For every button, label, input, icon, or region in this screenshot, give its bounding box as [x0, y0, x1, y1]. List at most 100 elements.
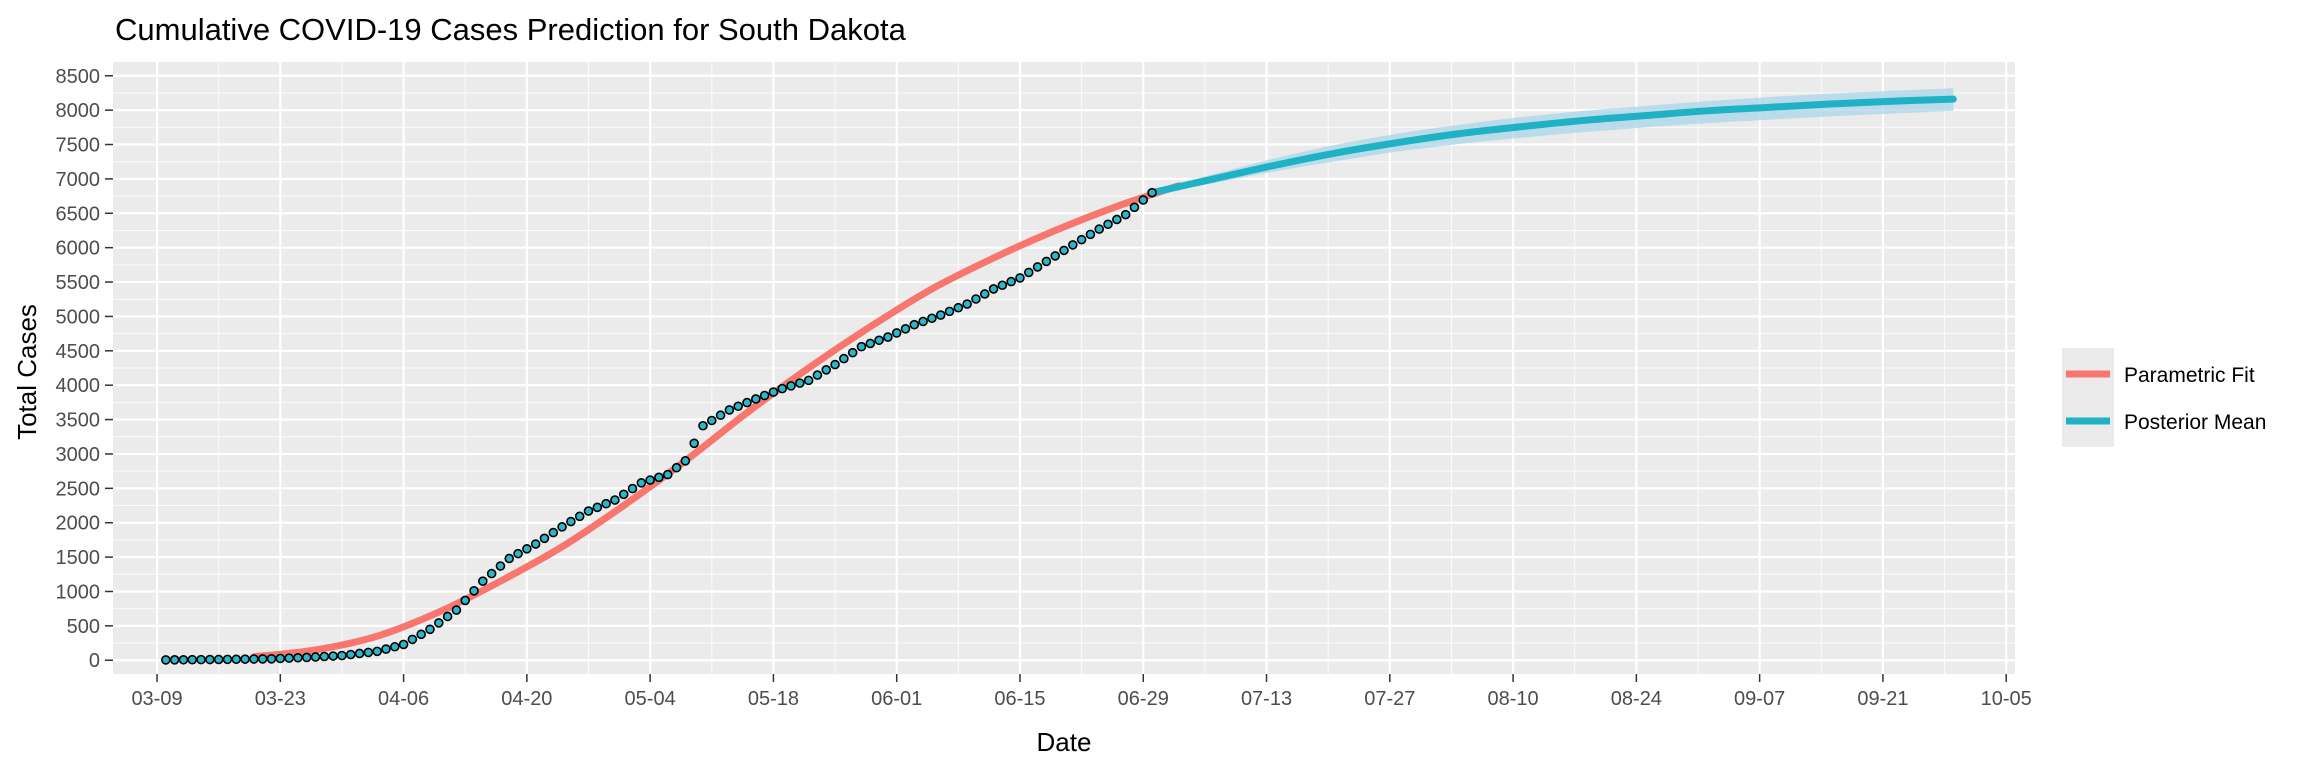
grid-minor: [113, 62, 2015, 674]
observed-point: [962, 299, 972, 309]
y-tick-label: 5500: [56, 272, 101, 294]
observed-point: [733, 401, 743, 412]
observed-point: [759, 390, 770, 401]
observed-point: [257, 654, 268, 664]
observed-point: [636, 478, 647, 488]
x-tick-label: 03-09: [131, 688, 182, 710]
observed-point: [1129, 202, 1140, 213]
observed-point: [1015, 273, 1025, 283]
observed-point: [891, 328, 902, 338]
observed-point: [795, 378, 805, 388]
observed-point: [381, 644, 391, 654]
observed-point: [460, 595, 471, 606]
observed-point: [715, 410, 726, 421]
observed-point: [1094, 224, 1105, 234]
observed-point: [222, 654, 233, 665]
observed-point: [425, 624, 435, 635]
observed-point: [927, 313, 937, 324]
observed-point: [812, 370, 823, 380]
x-tick-label: 07-13: [1241, 688, 1292, 710]
credible-band-layer: [1152, 88, 1954, 195]
observed-point: [856, 341, 867, 352]
observed-point: [1068, 240, 1078, 250]
observed-point: [1112, 214, 1122, 225]
observed-point: [900, 323, 911, 334]
observed-point: [768, 387, 779, 397]
observed-point: [971, 294, 981, 304]
x-tick-label: 06-15: [994, 688, 1045, 710]
y-tick-label: 0: [89, 650, 100, 672]
x-tick-label: 05-04: [625, 688, 676, 710]
observed-point: [187, 654, 198, 665]
x-tick-label: 10-05: [1981, 688, 2032, 710]
y-tick-label: 2500: [56, 478, 101, 500]
observed-point: [566, 516, 576, 527]
y-tick-label: 1500: [56, 547, 101, 569]
observed-point: [398, 639, 409, 650]
x-tick-label: 09-07: [1734, 688, 1785, 710]
x-tick-label: 04-20: [501, 688, 552, 710]
y-tick-label: 500: [67, 616, 100, 638]
line-layer: [250, 95, 1957, 661]
observed-point: [240, 654, 250, 664]
observed-point: [847, 347, 858, 358]
observed-point: [557, 522, 567, 532]
observed-point: [469, 585, 479, 596]
observed-point: [434, 618, 444, 628]
y-tick-label: 5000: [56, 306, 101, 328]
observed-point: [231, 654, 242, 665]
observed-point: [1103, 219, 1113, 230]
observed-point: [724, 405, 735, 415]
legend-label-posterior-mean: Posterior Mean: [2124, 411, 2266, 434]
observed-point: [354, 648, 365, 659]
chart-title: Cumulative COVID-19 Cases Prediction for…: [115, 12, 907, 47]
y-tick-label: 4500: [56, 341, 101, 363]
observed-point: [671, 462, 682, 473]
observed-point: [689, 438, 699, 449]
observed-point: [407, 634, 418, 645]
observed-point: [1023, 267, 1034, 278]
observed-point: [1032, 262, 1043, 272]
observed-point: [706, 415, 717, 426]
observed-point: [161, 655, 171, 665]
observed-point: [1138, 195, 1149, 205]
observed-point: [627, 483, 638, 494]
observed-point: [988, 284, 999, 294]
observed-point: [213, 654, 224, 665]
y-tick-label: 7000: [56, 169, 101, 191]
observed-point: [1076, 234, 1087, 245]
observed-point: [751, 394, 761, 404]
posterior-mean-line: [1148, 95, 1957, 197]
observed-point: [345, 649, 356, 660]
observed-point: [742, 397, 752, 408]
observed-point: [275, 653, 286, 664]
x-tick-label: 05-18: [748, 688, 799, 710]
observed-point: [574, 511, 585, 522]
observed-point: [680, 456, 691, 466]
observed-point: [522, 544, 532, 554]
observed-point: [583, 506, 594, 516]
observed-point: [786, 381, 796, 391]
observed-point: [319, 651, 330, 662]
y-tick-label: 3500: [56, 410, 101, 432]
grid-major: [113, 62, 2015, 674]
x-axis-label: Date: [1037, 727, 1092, 757]
x-tick-label: 09-21: [1857, 688, 1908, 710]
y-axis-label: Total Cases: [12, 304, 42, 440]
observed-point: [249, 654, 259, 664]
observed-point: [196, 654, 206, 665]
y-tick-label: 4000: [56, 375, 101, 397]
observed-point: [874, 335, 884, 346]
y-tick-label: 3000: [56, 444, 101, 466]
observed-point: [592, 502, 603, 513]
observed-point: [1059, 245, 1069, 256]
observed-point: [205, 654, 215, 665]
observed-point: [830, 359, 840, 370]
observed-point: [1147, 187, 1157, 198]
y-tick-label: 6000: [56, 238, 101, 260]
x-tick-label: 04-06: [378, 688, 429, 710]
x-tick-label: 06-01: [871, 688, 922, 710]
observed-point: [979, 289, 990, 299]
observed-point: [337, 650, 347, 661]
observed-point: [944, 306, 955, 317]
